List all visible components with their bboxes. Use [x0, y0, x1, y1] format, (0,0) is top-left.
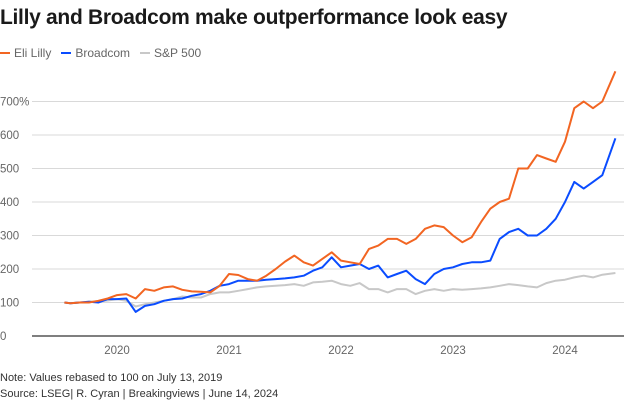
y-tick-label: 400 — [0, 197, 19, 209]
y-tick-label: 300 — [0, 231, 19, 243]
legend-label: Eli Lilly — [14, 46, 52, 60]
x-tick-label: 2020 — [104, 345, 130, 357]
chart-source: Source: LSEG| R. Cyran | Breakingviews |… — [0, 388, 279, 400]
y-tick-label: 500 — [0, 164, 19, 176]
legend-label: Broadcom — [75, 46, 131, 60]
y-tick-label: 600 — [0, 130, 19, 142]
series-line-s-p-500 — [64, 272, 616, 308]
legend-swatch — [140, 52, 151, 54]
legend-item-eli-lilly: Eli Lilly — [0, 46, 51, 60]
legend-label: S&P 500 — [154, 46, 202, 60]
line-chart: 0 100 200 300 400 500 600 700% 2020 2021 2022 2023 2… — [0, 70, 624, 357]
y-tick-label: 0 — [0, 331, 6, 343]
legend-item-broadcom: Broadcom — [61, 46, 130, 60]
legend-swatch — [0, 52, 10, 54]
y-tick-label: 700% — [0, 97, 29, 109]
x-tick-label: 2023 — [440, 345, 466, 357]
chart-title: Lilly and Broadcom make outperformance l… — [0, 6, 508, 29]
chart-note: Note: Values rebased to 100 on July 13, … — [0, 372, 223, 384]
y-tick-label: 200 — [0, 264, 19, 276]
y-tick-label: 100 — [0, 298, 19, 310]
x-tick-label: 2022 — [328, 345, 354, 357]
legend: Eli Lilly Broadcom S&P 500 — [0, 46, 201, 60]
x-tick-label: 2021 — [216, 345, 242, 357]
legend-item-sp500: S&P 500 — [140, 46, 201, 60]
x-tick-label: 2024 — [552, 345, 578, 357]
series-line-eli-lilly — [64, 70, 617, 305]
legend-swatch — [61, 52, 72, 54]
series-line-broadcom — [64, 137, 617, 313]
